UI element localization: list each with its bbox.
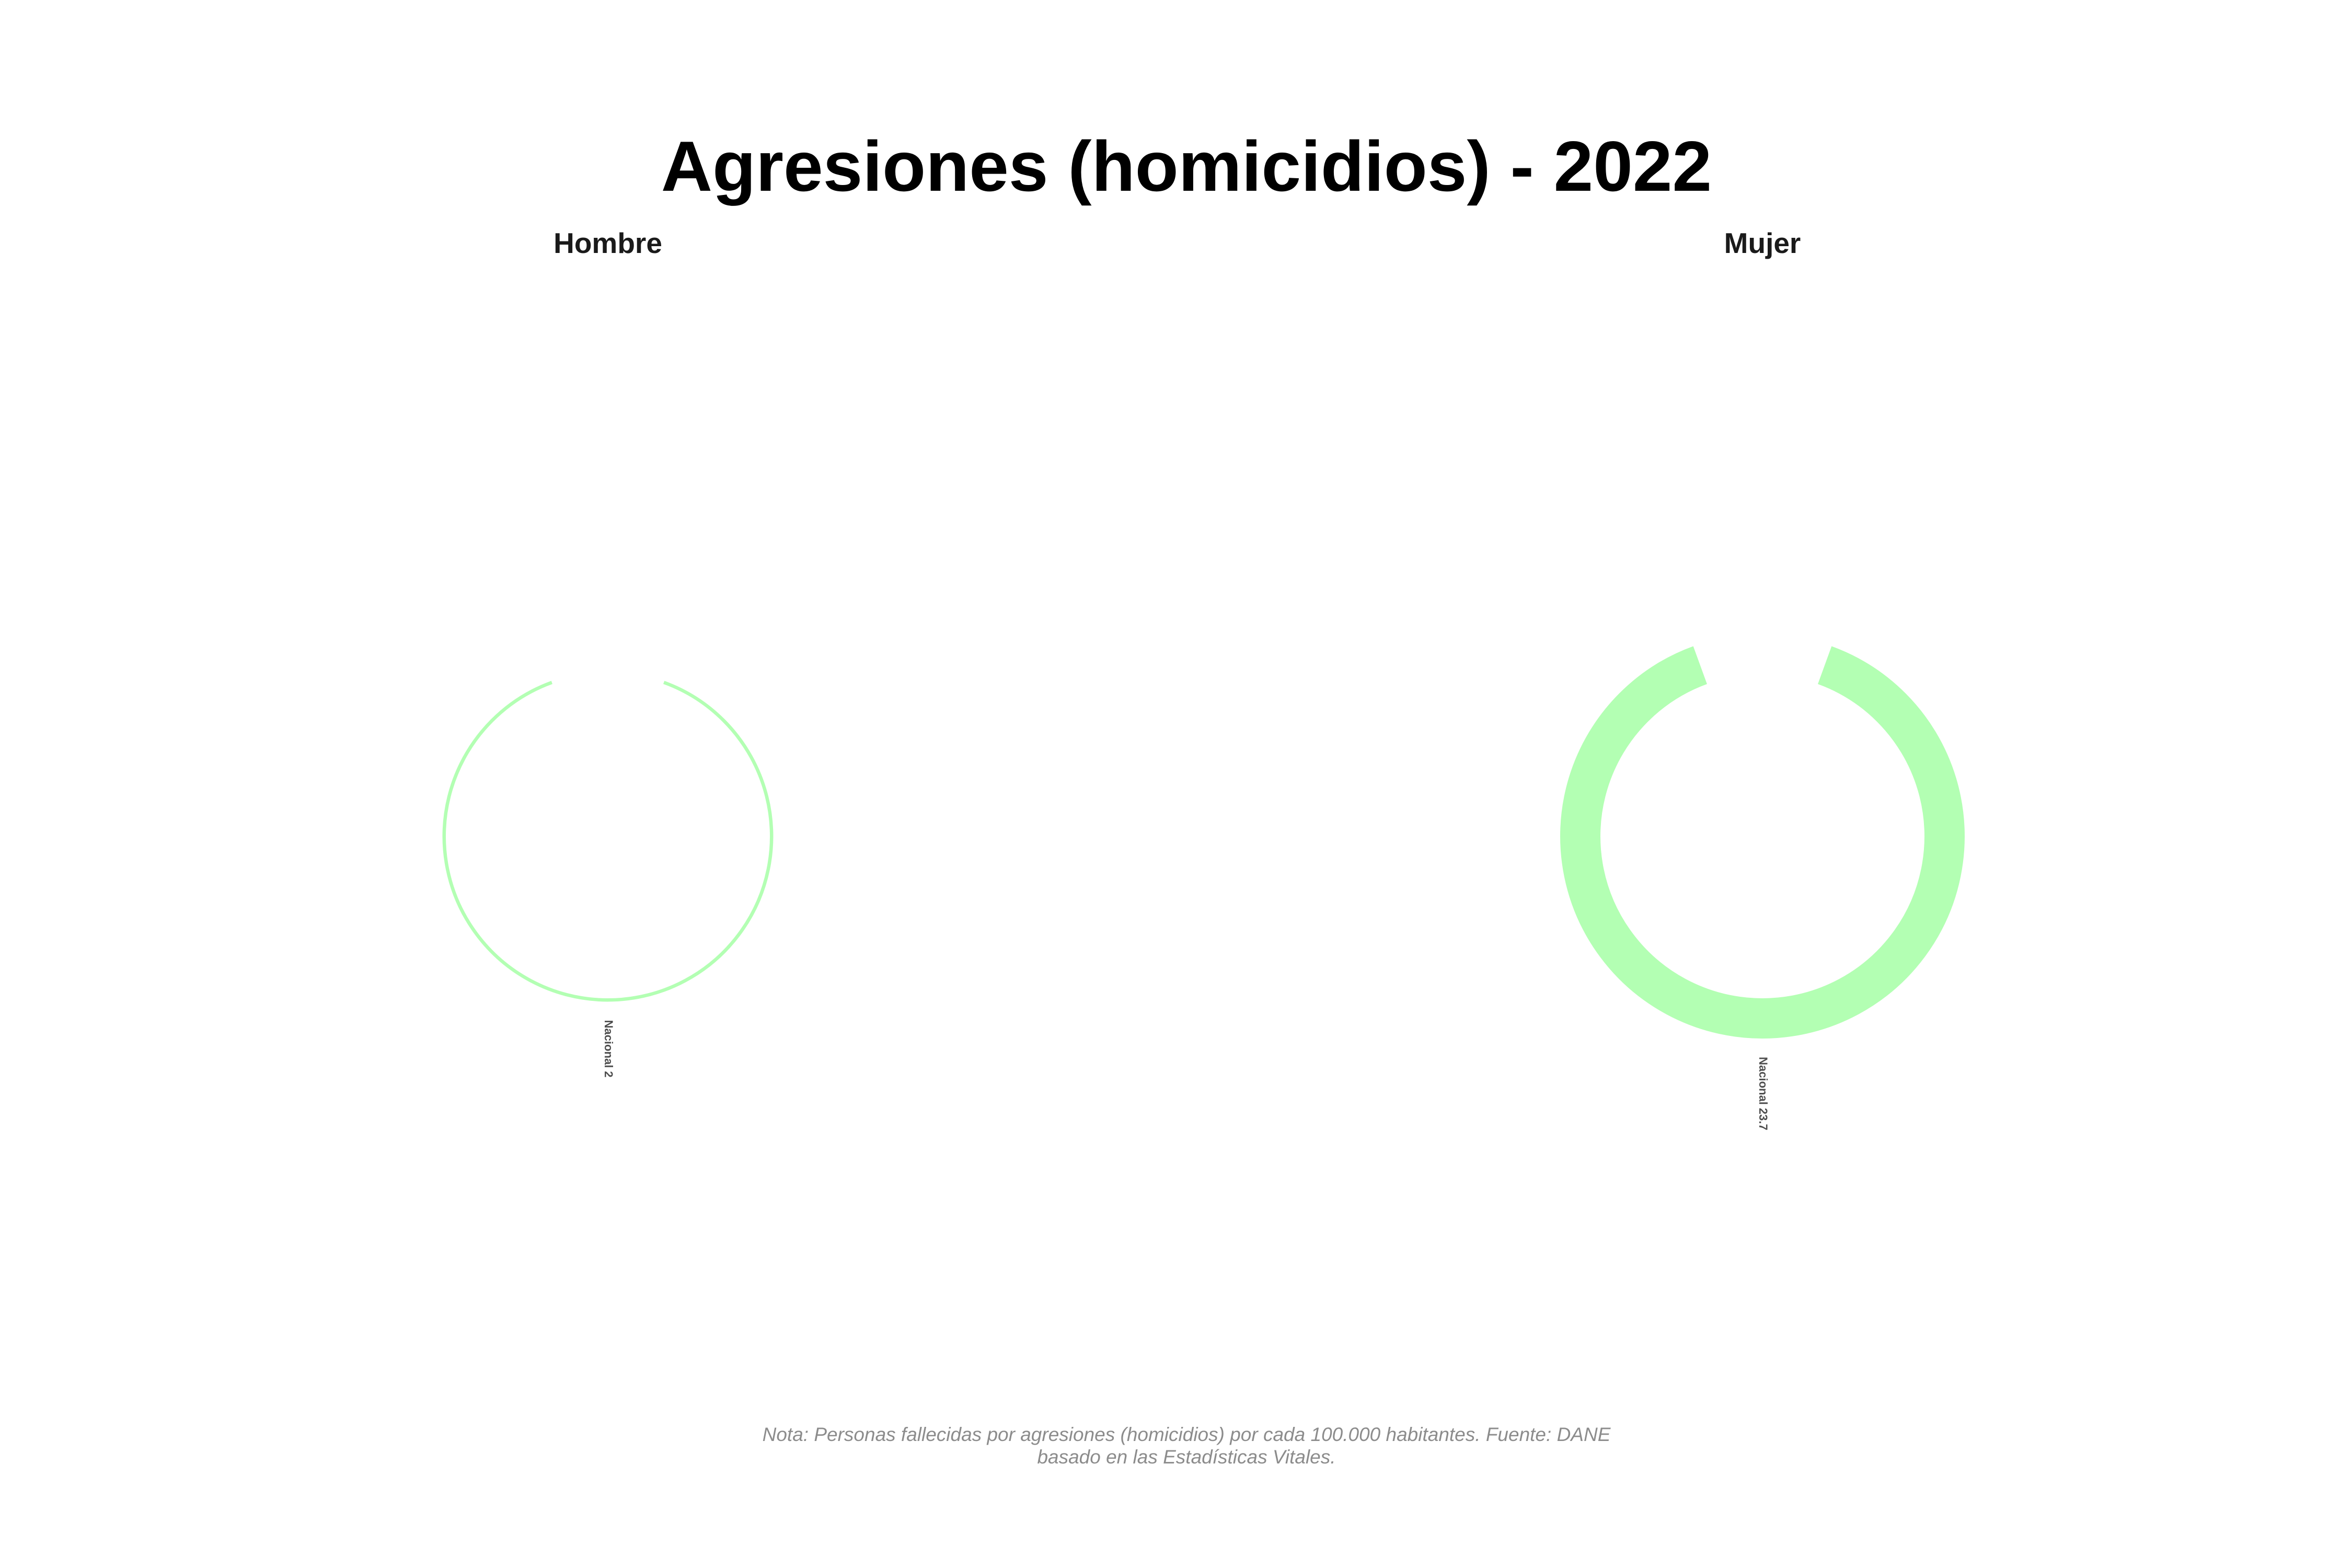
- ring-segment-mujer: [1560, 646, 1965, 1039]
- chart-title: Agresiones (homicidios) - 2022: [661, 126, 1712, 206]
- panel-title-hombre: Hombre: [554, 227, 662, 259]
- data-label-hombre: Nacional 2: [602, 1020, 615, 1077]
- panel-title-mujer: Mujer: [1724, 227, 1801, 259]
- ring-segment-hombre: [442, 681, 774, 1002]
- caption: Nota: Personas fallecidas por agresiones…: [763, 1424, 1611, 1468]
- panel-mujer: Mujer Nacional 23.7: [1560, 227, 1965, 1131]
- caption-line-1: Nota: Personas fallecidas por agresiones…: [763, 1424, 1611, 1445]
- panel-hombre: Hombre Nacional 2: [442, 227, 774, 1078]
- caption-line-2: basado en las Estadísticas Vitales.: [1037, 1446, 1335, 1468]
- data-label-mujer: Nacional 23.7: [1757, 1057, 1770, 1131]
